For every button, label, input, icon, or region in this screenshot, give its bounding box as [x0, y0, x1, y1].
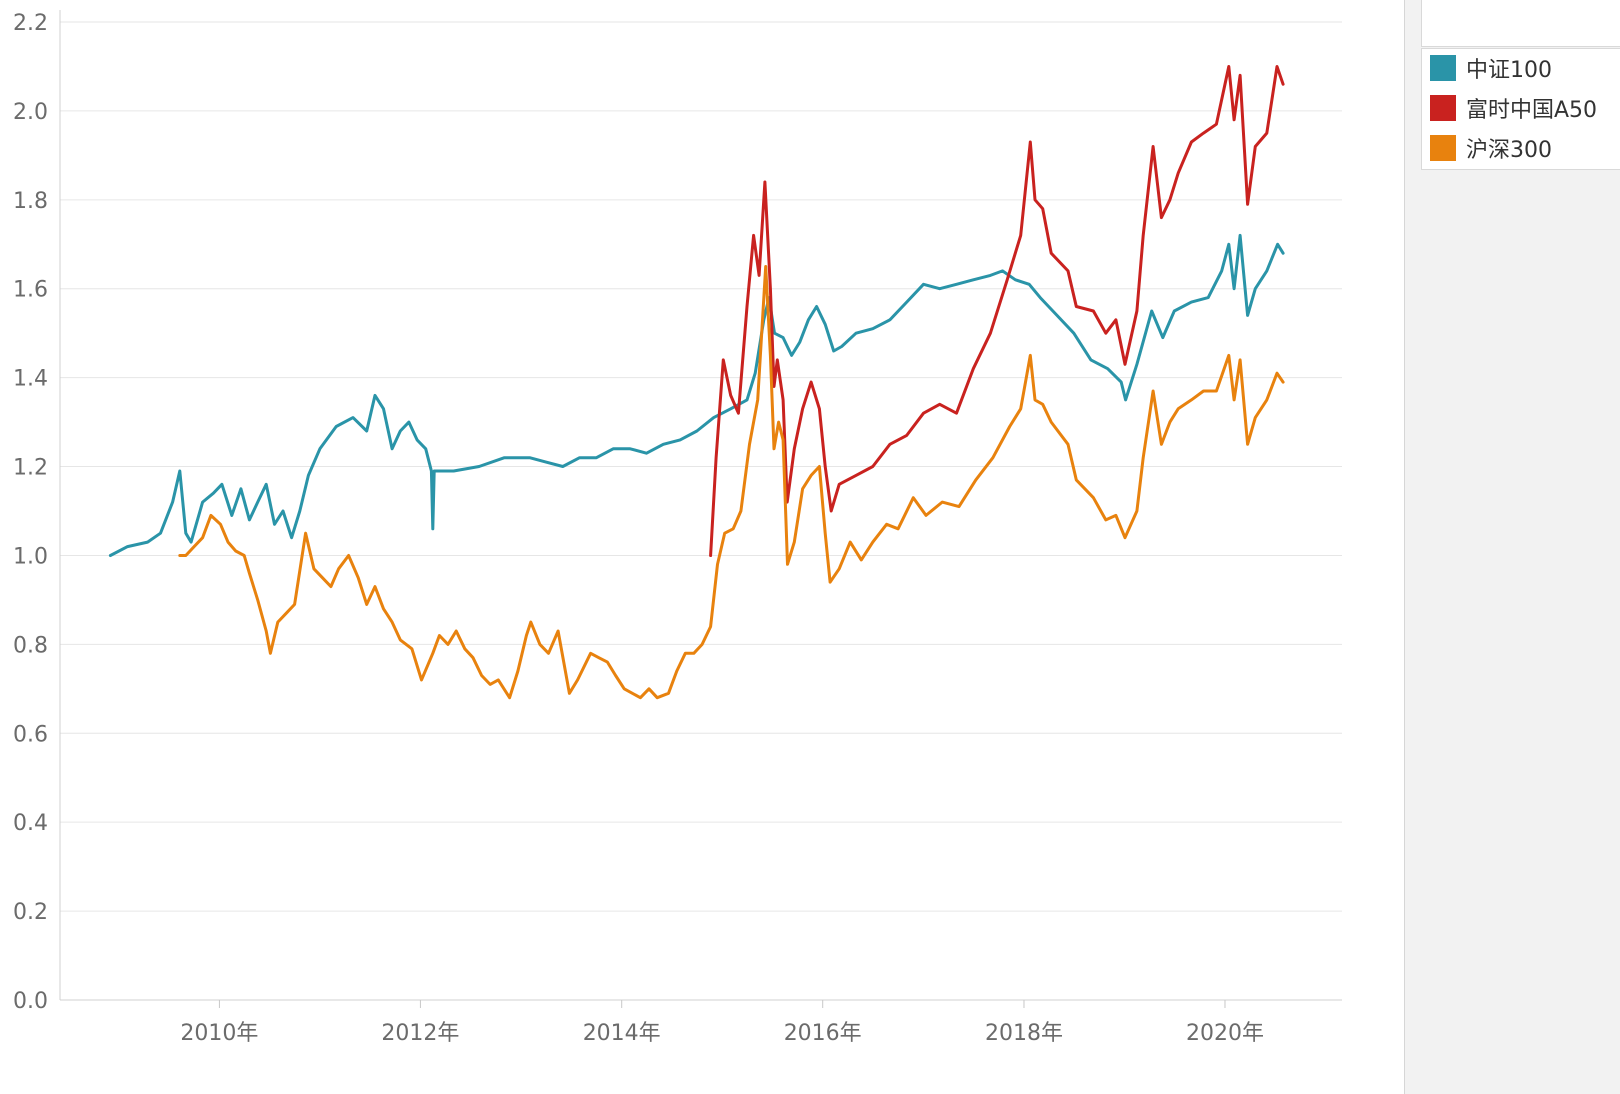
y-tick-label: 2.0	[13, 100, 48, 125]
axes	[59, 10, 1342, 1008]
y-tick-label: 0.6	[13, 722, 48, 747]
y-axis-ticks: 0.0 0.2 0.4 0.6 0.8 1.0 1.2 1.4 1.6 1.8 2.0 2.2	[13, 11, 48, 1014]
series-line-2	[178, 265, 1285, 700]
y-tick-label: 1.2	[13, 456, 48, 481]
series-line-0	[108, 233, 1285, 557]
legend-panel: 中证100 富时中国A50 沪深300	[1404, 0, 1620, 1094]
legend-item-ftse-a50[interactable]: 富时中国A50	[1430, 93, 1597, 123]
y-tick-label: 1.0	[13, 544, 48, 569]
legend-swatch-csi300	[1430, 135, 1456, 161]
legend: 中证100 富时中国A50 沪深300	[1421, 48, 1620, 170]
line-chart: 0.0 0.2 0.4 0.6 0.8 1.0 1.2 1.4 1.6 1.8 2.0 2.2 201…	[13, 10, 1342, 1046]
legend-item-csi100[interactable]: 中证100	[1430, 53, 1552, 83]
y-tick-label: 2.2	[13, 11, 48, 36]
y-tick-label: 1.8	[13, 189, 48, 214]
legend-header	[1421, 0, 1620, 47]
gridlines	[60, 21, 1342, 912]
x-tick-label: 2016年	[784, 1021, 862, 1046]
x-tick-label: 2010年	[180, 1021, 258, 1046]
y-tick-label: 1.4	[13, 367, 48, 392]
y-tick-label: 0.2	[13, 900, 48, 925]
y-tick-label: 0.8	[13, 633, 48, 658]
legend-swatch-ftse-a50	[1430, 95, 1456, 121]
y-tick-label: 0.0	[13, 989, 48, 1014]
y-tick-label: 0.4	[13, 811, 48, 836]
y-tick-label: 1.6	[13, 278, 48, 303]
series-line-1	[709, 65, 1285, 557]
x-tick-label: 2020年	[1186, 1021, 1264, 1046]
legend-swatch-csi100	[1430, 55, 1456, 81]
x-tick-label: 2012年	[381, 1021, 459, 1046]
x-axis-ticks: 2010年 2012年 2014年 2016年 2018年 2020年	[180, 1021, 1264, 1046]
legend-label-csi300: 沪深300	[1466, 138, 1552, 163]
legend-label-ftse-a50: 富时中国A50	[1466, 98, 1598, 123]
legend-label-csi100: 中证100	[1466, 58, 1552, 83]
x-tick-label: 2014年	[583, 1021, 661, 1046]
x-tick-label: 2018年	[985, 1021, 1063, 1046]
legend-item-csi300[interactable]: 沪深300	[1430, 133, 1552, 163]
series-lines	[108, 65, 1285, 700]
